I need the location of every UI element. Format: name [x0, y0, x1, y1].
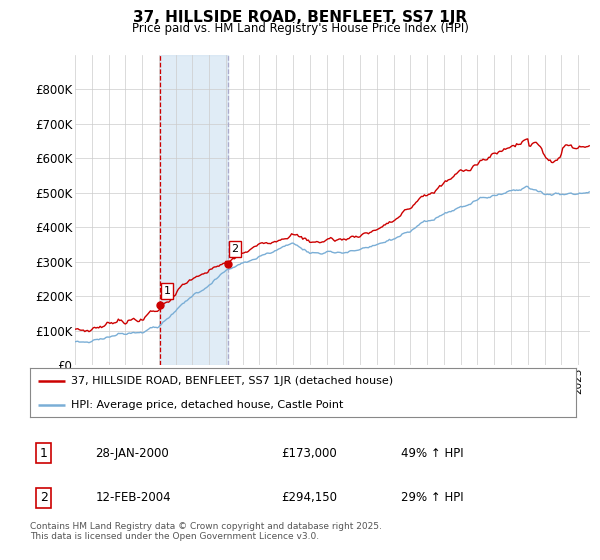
- Text: 49% ↑ HPI: 49% ↑ HPI: [401, 446, 464, 460]
- Text: 2: 2: [40, 491, 47, 505]
- Text: 2: 2: [231, 244, 238, 254]
- Text: 37, HILLSIDE ROAD, BENFLEET, SS7 1JR (detached house): 37, HILLSIDE ROAD, BENFLEET, SS7 1JR (de…: [71, 376, 393, 386]
- Text: HPI: Average price, detached house, Castle Point: HPI: Average price, detached house, Cast…: [71, 400, 343, 410]
- Text: £173,000: £173,000: [281, 446, 337, 460]
- Text: Contains HM Land Registry data © Crown copyright and database right 2025.
This d: Contains HM Land Registry data © Crown c…: [30, 522, 382, 542]
- Bar: [160, 55, 228, 365]
- Text: 1: 1: [40, 446, 47, 460]
- Text: 28-JAN-2000: 28-JAN-2000: [95, 446, 169, 460]
- Text: 1: 1: [163, 286, 170, 296]
- Text: 37, HILLSIDE ROAD, BENFLEET, SS7 1JR: 37, HILLSIDE ROAD, BENFLEET, SS7 1JR: [133, 10, 467, 25]
- Text: 29% ↑ HPI: 29% ↑ HPI: [401, 491, 464, 505]
- Text: 12-FEB-2004: 12-FEB-2004: [95, 491, 171, 505]
- Text: Price paid vs. HM Land Registry's House Price Index (HPI): Price paid vs. HM Land Registry's House …: [131, 22, 469, 35]
- Text: £294,150: £294,150: [281, 491, 337, 505]
